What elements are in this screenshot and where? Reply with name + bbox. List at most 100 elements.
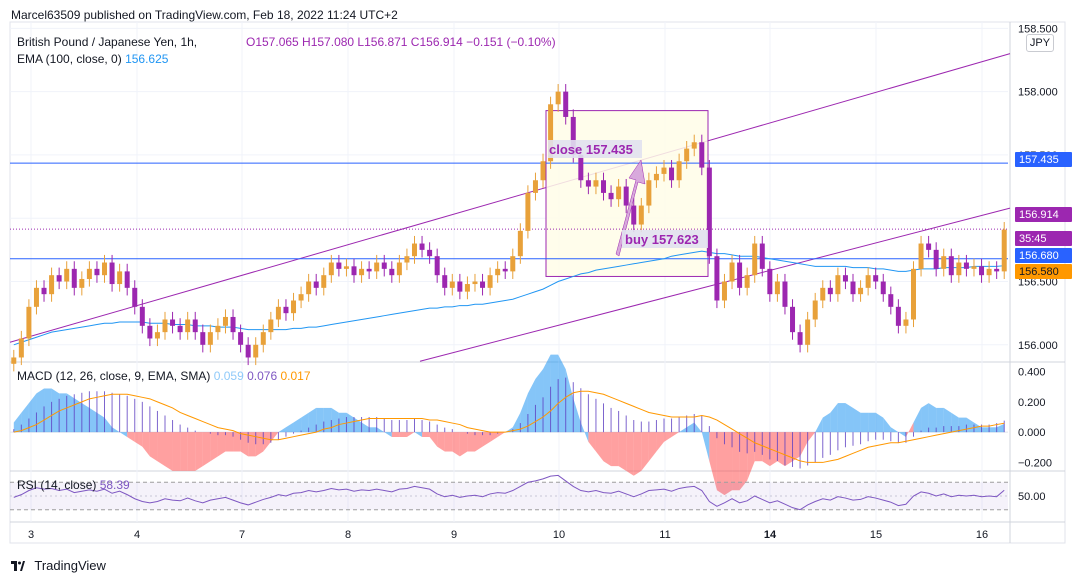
candle-body (548, 104, 554, 162)
macd-histogram-bar (134, 432, 143, 447)
candle-body (782, 281, 788, 307)
candle-body (298, 294, 304, 301)
macd-histogram-bar (172, 432, 181, 471)
currency-button[interactable]: JPY (1026, 34, 1054, 52)
tradingview-logo[interactable]: TradingView (11, 558, 106, 573)
macd-histogram-bar (497, 432, 506, 437)
candle-body (729, 262, 735, 282)
macd-histogram-bar (747, 432, 755, 481)
candle-body (994, 268, 1000, 272)
ema-legend[interactable]: EMA (100, close, 0) 156.625 (17, 52, 168, 66)
macd-histogram-bar (905, 422, 914, 437)
candle-body (888, 294, 894, 307)
macd-histogram-bar (822, 412, 831, 433)
candle-body (623, 186, 629, 206)
buy-annotation-bg (622, 230, 708, 248)
candle-body (646, 180, 652, 206)
macd-histogram-bar (709, 432, 717, 491)
macd-histogram-bar (233, 432, 241, 452)
candle-body (132, 287, 138, 307)
ema-label: EMA (100, close, 0) (17, 52, 122, 66)
candle-body (933, 249, 939, 269)
macd-legend[interactable]: MACD (12, 26, close, 9, EMA, SMA) 0.059 … (17, 369, 311, 383)
candle-body (26, 306, 32, 339)
rsi-legend[interactable]: RSI (14, close) 58.39 (17, 478, 130, 492)
candle-body (102, 262, 108, 276)
macd-histogram-bar (376, 427, 385, 433)
macd-histogram-bar (81, 403, 90, 433)
macd-histogram-bar (278, 427, 286, 433)
macd-histogram-bar (422, 432, 430, 437)
candle-body (865, 275, 871, 288)
macd-histogram-bar (679, 427, 687, 433)
time-tick-label: 8 (345, 529, 351, 541)
macd-histogram-bar (36, 388, 45, 433)
macd-histogram-bar (240, 432, 249, 457)
candle-body (275, 306, 281, 320)
price-tick-label: 156.000 (1018, 340, 1058, 352)
macd-histogram-bar (648, 432, 657, 462)
close-annotation-bg (548, 140, 642, 158)
macd-histogram-bar (800, 432, 808, 457)
candle-body (578, 154, 584, 181)
price-axis-tag-label: 156.580 (1019, 266, 1059, 278)
macd-histogram-bar (595, 432, 604, 462)
macd-histogram-bar (701, 432, 710, 462)
macd-histogram-bar (263, 432, 271, 452)
candle-body (449, 281, 455, 288)
candle-body (570, 116, 576, 155)
candle-body (948, 256, 954, 276)
macd-histogram-bar (550, 354, 559, 433)
symbol-title[interactable]: British Pound / Japanese Yen, 1h, (17, 35, 198, 49)
time-tick-label: 10 (553, 529, 565, 541)
macd-tick-label: −0.200 (1018, 457, 1052, 469)
candle-body (797, 332, 803, 345)
time-tick-label: 7 (239, 529, 245, 541)
macd-histogram-bar (369, 427, 377, 433)
candle-body (880, 281, 886, 295)
macd-histogram-bar (285, 422, 294, 433)
candle-body (941, 256, 947, 269)
candle-body (207, 332, 213, 345)
macd-histogram-bar (112, 427, 120, 433)
macd-histogram-bar (603, 432, 612, 467)
macd-histogram-bar (406, 432, 415, 437)
candle-body (956, 262, 962, 276)
macd-histogram-bar (641, 432, 649, 471)
macd-histogram-bar (558, 354, 566, 433)
candle-body (472, 281, 478, 285)
macd-histogram-bar (588, 432, 596, 452)
macd-histogram-bar (656, 432, 664, 452)
candle-body (328, 262, 334, 276)
macd-histogram-bar (437, 432, 445, 452)
candle-body (389, 268, 395, 276)
candle-body (283, 306, 289, 314)
candle-body (185, 319, 191, 333)
time-tick-label: 4 (134, 529, 140, 541)
price-axis-tag (1015, 207, 1072, 222)
candle-body (291, 300, 297, 314)
macd-histogram-bar (611, 432, 619, 467)
price-axis-tag (1015, 264, 1072, 279)
price-axis-tag-label: 35:45 (1019, 233, 1047, 245)
candle-body (192, 319, 198, 333)
macd-histogram-bar (490, 432, 498, 442)
macd-histogram-bar (127, 432, 135, 442)
candle-body (495, 268, 501, 276)
macd-histogram-bar (573, 398, 581, 433)
price-axis-tag-label: 156.914 (1019, 209, 1059, 221)
macd-histogram-bar (868, 412, 876, 433)
macd-histogram-bar (928, 403, 937, 433)
candle-body (510, 256, 516, 272)
candle-body (699, 142, 705, 168)
macd-histogram-bar (769, 432, 778, 467)
macd-histogram-bar (429, 432, 438, 447)
candle-body (684, 148, 690, 162)
macd-histogram-bar (618, 432, 627, 471)
macd-histogram-bar (762, 432, 770, 467)
macd-histogram-bar (626, 432, 634, 476)
price-axis-tag (1015, 248, 1072, 263)
channel-upper-line (9, 53, 1011, 343)
candle-body (563, 91, 569, 117)
